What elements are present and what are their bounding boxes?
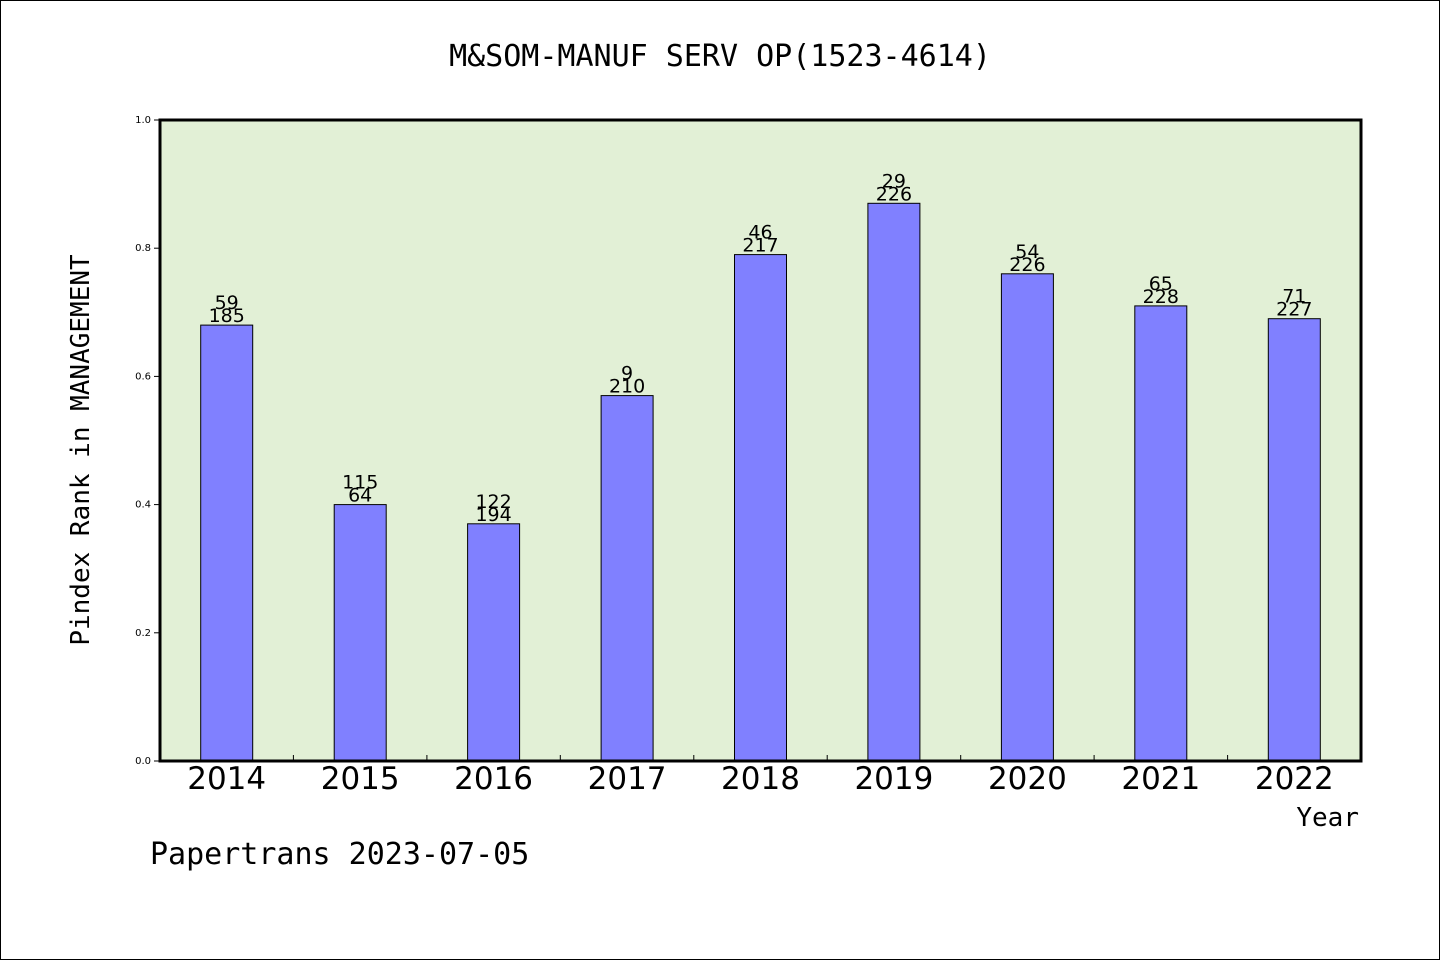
- x-axis: 2014 2015 2016 2017 2018 2019 2020 2021 2022: [187, 755, 1334, 797]
- bar-label-top-2021: 65: [1149, 273, 1173, 295]
- bar-label-bottom-2018: 217: [742, 235, 778, 257]
- bar-label-bottom-2017: 210: [609, 376, 645, 398]
- plot-border: [158, 118, 1363, 763]
- footer-credit: Papertrans 2023-07-05: [150, 837, 529, 872]
- x-tick-label-2016: 2016: [454, 761, 533, 797]
- x-tick-label-2022: 2022: [1255, 761, 1334, 797]
- bar-2020: [1000, 273, 1054, 762]
- x-tick-label-2014: 2014: [187, 761, 266, 797]
- bar-label-top-2018: 46: [748, 222, 772, 244]
- bar-2014: [200, 324, 254, 762]
- bar-label-top-2014: 59: [215, 292, 239, 314]
- bar-2021: [1134, 305, 1188, 762]
- x-tick-label-2019: 2019: [854, 761, 933, 797]
- bar-label-bottom-2021: 228: [1143, 286, 1179, 308]
- bar-label-top-2016: 122: [475, 491, 511, 513]
- x-tick-label-2021: 2021: [1121, 761, 1200, 797]
- bar-label-bottom-2016: 194: [475, 504, 511, 526]
- y-tick-label: 0.0: [135, 756, 151, 767]
- bar-label-bottom-2014: 185: [209, 305, 245, 327]
- bar-label-top-2022: 71: [1282, 286, 1306, 308]
- bar-2015: [333, 504, 387, 762]
- x-tick-label-2020: 2020: [988, 761, 1067, 797]
- x-tick-label-2015: 2015: [321, 761, 400, 797]
- x-tick-label-2017: 2017: [588, 761, 667, 797]
- bar-label-top-2017: 9: [621, 363, 633, 385]
- y-tick-label: 0.8: [135, 243, 151, 254]
- y-axis-label: Pindex Rank in MANAGEMENT: [66, 254, 96, 646]
- y-tick-label: 0.4: [135, 500, 151, 511]
- bar-label-top-2019: 29: [882, 170, 906, 192]
- bar-2019: [867, 202, 921, 762]
- bar-2017: [600, 395, 654, 762]
- bar-label-top-2015: 115: [342, 472, 378, 494]
- y-tick-label: 1.0: [135, 115, 151, 126]
- y-axis: 0.0 0.2 0.4 0.6 0.8 1.0: [135, 115, 160, 767]
- bar-label-bottom-2022: 227: [1276, 299, 1312, 321]
- y-tick-label: 0.6: [135, 371, 151, 382]
- bar-label-bottom-2019: 226: [876, 183, 912, 205]
- bar-label-bottom-2020: 226: [1009, 254, 1045, 276]
- bar-2018: [734, 254, 787, 762]
- bar-2016: [467, 523, 521, 762]
- bar-label-top-2020: 54: [1015, 241, 1039, 263]
- bar-2022: [1267, 318, 1321, 762]
- x-axis-label: Year: [1296, 803, 1359, 833]
- bars-group: [200, 202, 1321, 762]
- chart-title: M&SOM-MANUF SERV OP(1523-4614): [449, 39, 991, 74]
- x-tick-label-2018: 2018: [721, 761, 800, 797]
- y-tick-label: 0.2: [135, 628, 151, 639]
- bar-label-bottom-2015: 64: [348, 485, 372, 507]
